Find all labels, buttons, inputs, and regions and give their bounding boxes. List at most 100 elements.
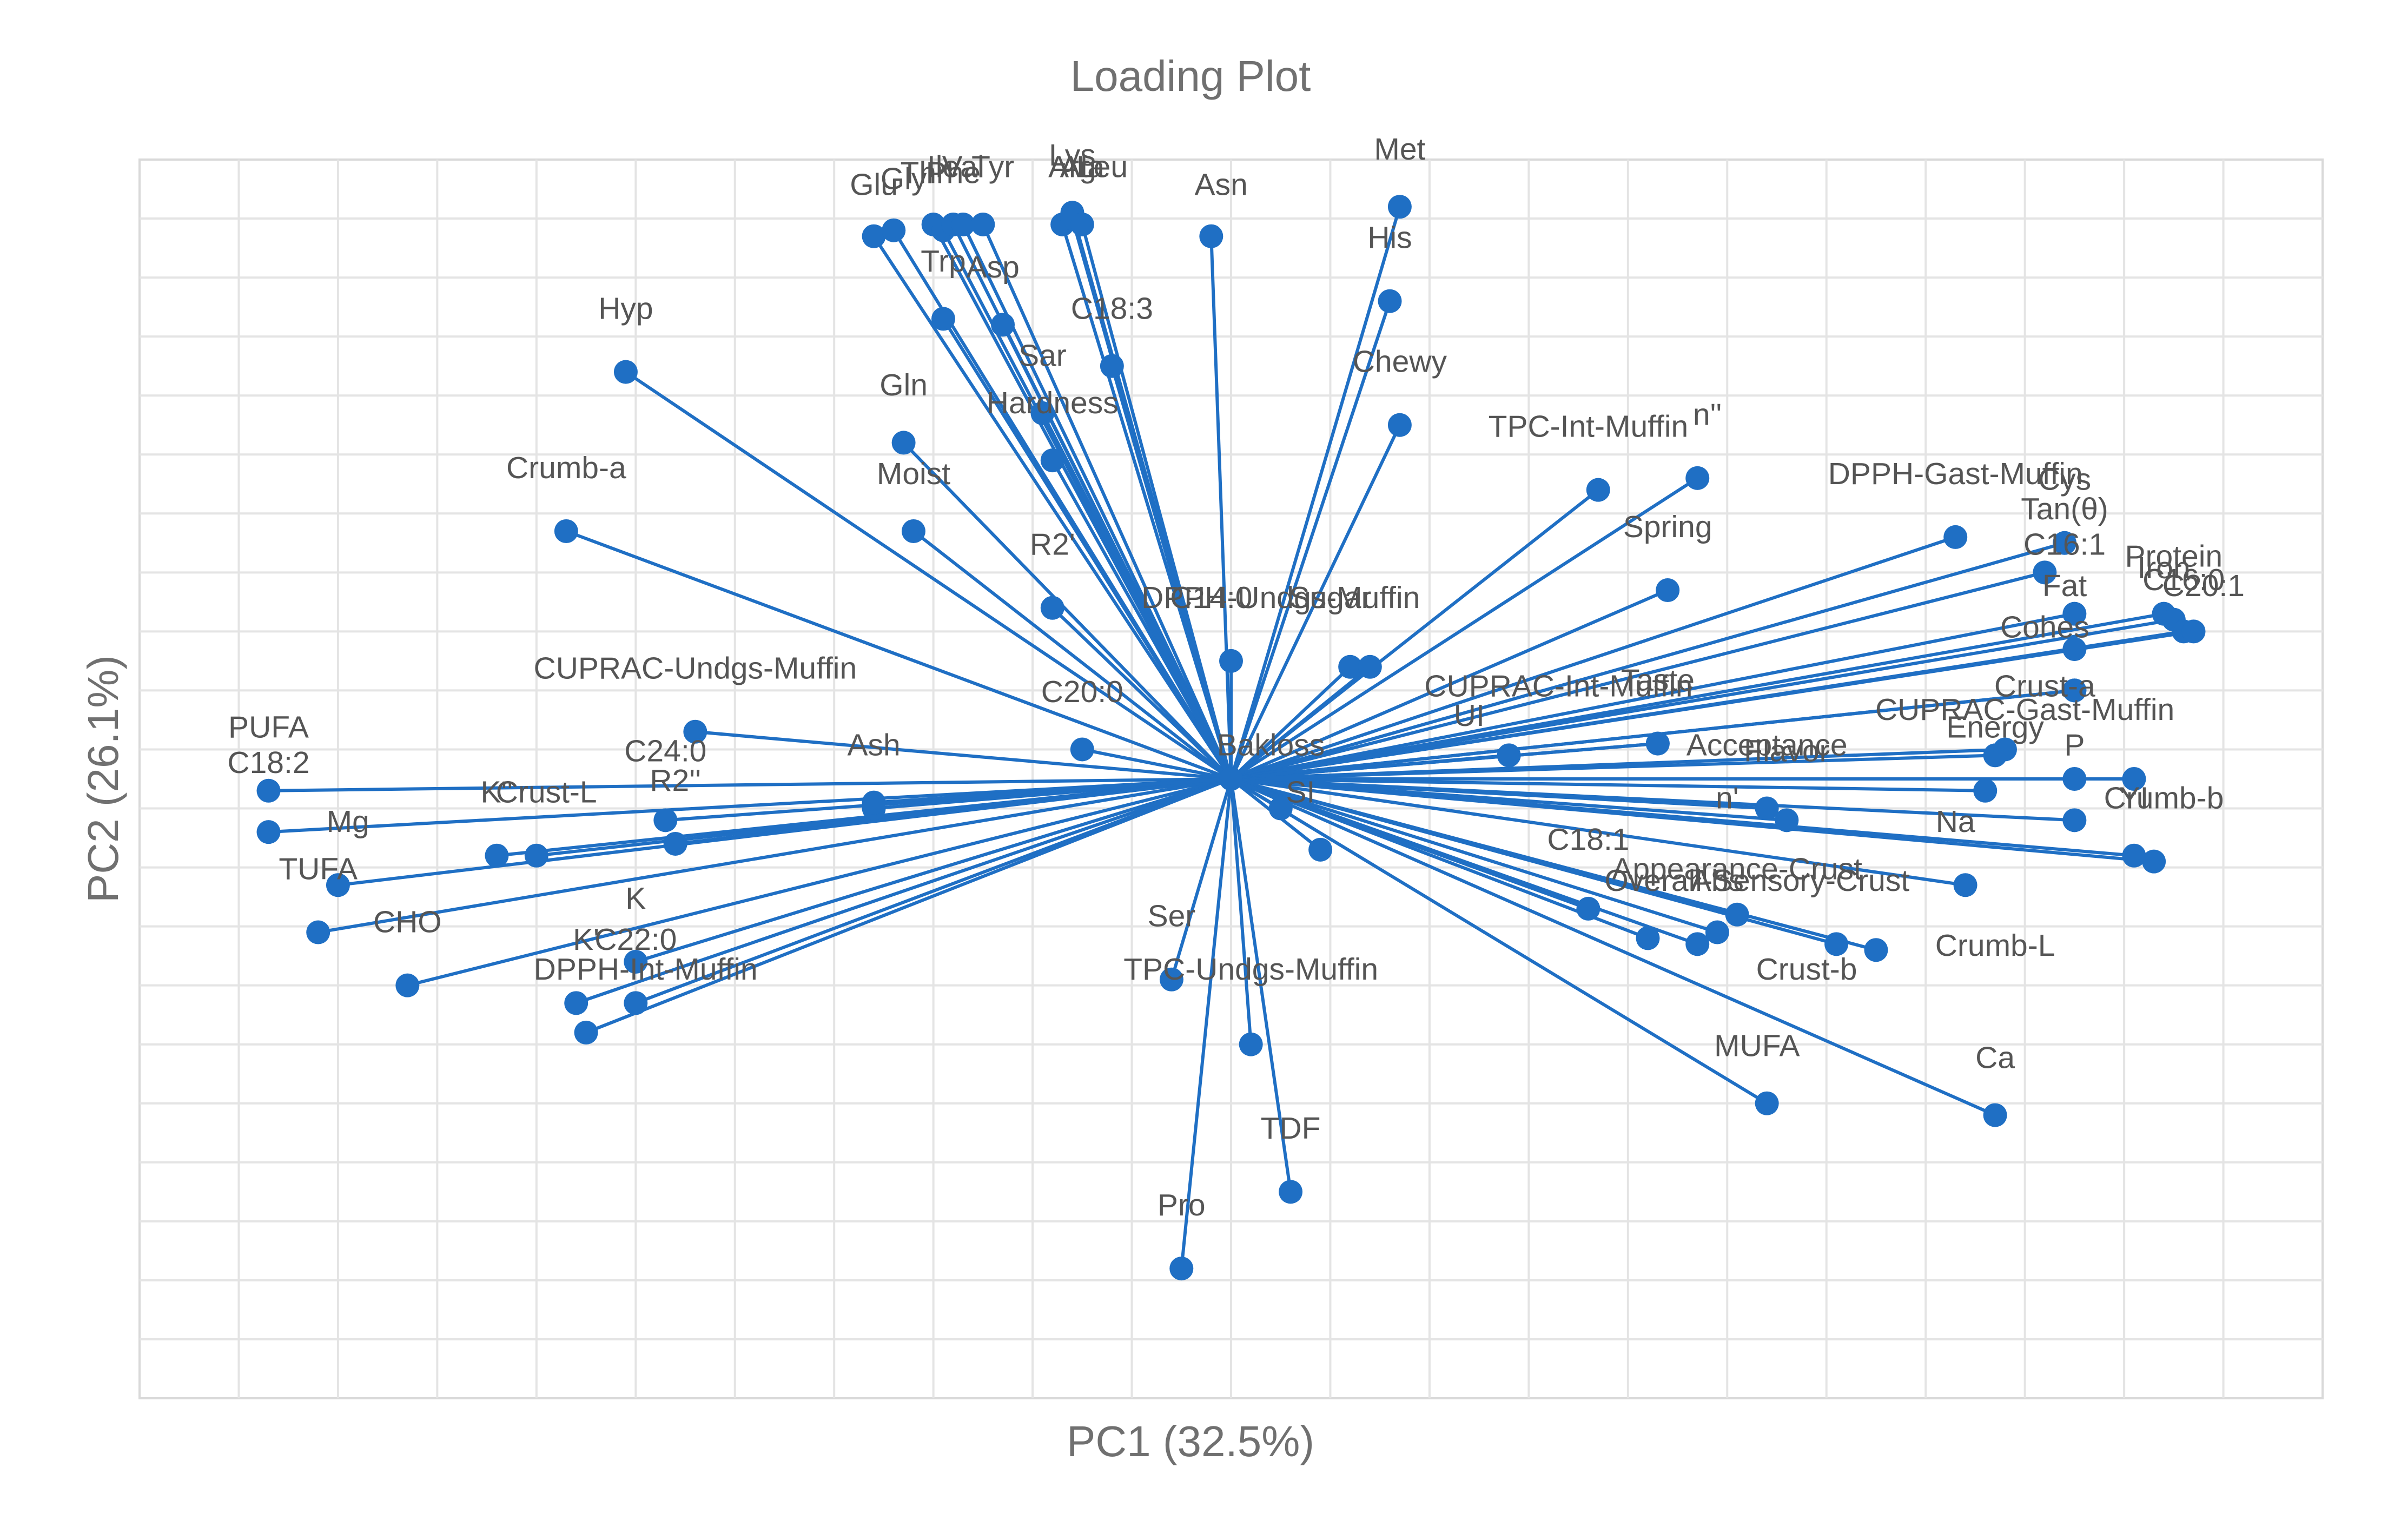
loading-point <box>1338 655 1363 679</box>
loading-point <box>564 991 588 1015</box>
loading-point <box>1586 478 1610 502</box>
loading-point <box>1755 796 1779 821</box>
loading-vector <box>1231 777 1877 952</box>
loading-point <box>1725 902 1749 927</box>
loading-point <box>1387 195 1412 219</box>
loading-point <box>1070 737 1094 762</box>
point-label: Ala <box>1060 150 1105 184</box>
loading-vector <box>407 777 1232 987</box>
point-label: Crumb-L <box>1935 928 2055 963</box>
point-label: Gln <box>879 368 928 402</box>
loading-vector <box>576 777 1232 1005</box>
point-label: His <box>1367 221 1412 255</box>
point-label: C22:0 <box>594 922 677 957</box>
loading-vector <box>1041 412 1233 780</box>
point-label: SI <box>1286 775 1315 810</box>
point-label: Sar <box>1018 339 1067 373</box>
loading-vector <box>1110 365 1233 779</box>
point-label: DPPH-Int-Muffin <box>534 952 758 987</box>
loading-point <box>862 224 886 248</box>
point-label: Tan(θ) <box>2021 492 2108 526</box>
loading-point <box>524 843 548 868</box>
loading-vector <box>318 777 1232 934</box>
loading-point <box>931 307 955 331</box>
loading-point <box>1576 896 1600 921</box>
point-label: TPC-Undgs-Muffin <box>1123 952 1378 987</box>
point-label: Bakloss <box>1217 728 1325 762</box>
loading-vector <box>912 530 1232 781</box>
loading-point <box>1983 1103 2007 1127</box>
loading-point <box>1943 525 1968 549</box>
loading-vector <box>942 318 1233 780</box>
loading-vector <box>635 777 1232 963</box>
loading-vector <box>1230 589 1669 781</box>
point-label: Mg <box>327 804 369 839</box>
loading-point <box>1070 212 1094 236</box>
loading-vector <box>1170 778 1233 980</box>
loading-vector <box>585 777 1232 1034</box>
point-label: Val <box>942 150 984 184</box>
point-label: Flavor <box>1744 733 1829 768</box>
loading-vector <box>1229 778 1253 1045</box>
point-label: Tyr <box>971 150 1014 184</box>
loading-point <box>306 920 330 944</box>
y-axis-title: PC2 (26.1%) <box>79 655 127 903</box>
loading-points <box>256 195 2206 1281</box>
loading-vector <box>1231 647 2075 781</box>
point-label: Acceptance <box>1686 728 1848 762</box>
loading-point <box>613 360 638 384</box>
loading-point <box>1100 354 1124 378</box>
point-label: YI <box>2120 781 2149 816</box>
loading-point <box>2062 767 2087 791</box>
loading-vector <box>872 235 1233 780</box>
loading-point <box>882 218 906 242</box>
loading-vector <box>1230 777 1996 1117</box>
point-label: P <box>2064 728 2085 762</box>
point-label: n' <box>1716 781 1739 816</box>
point-label: Chewy <box>1353 345 1447 379</box>
point-label: Arg <box>1048 150 1096 184</box>
loading-point <box>951 212 975 236</box>
loading-vector <box>268 777 1232 834</box>
loading-point <box>1685 466 1710 490</box>
loading-point <box>971 212 995 236</box>
loading-point <box>1169 1257 1194 1281</box>
point-label: DPPH-Undgs-Muffin <box>1141 580 1420 615</box>
loading-vector <box>1231 618 2174 781</box>
point-label: CUPRAC-Undgs-Muffin <box>534 651 857 686</box>
loading-vector <box>1231 777 1966 887</box>
loading-vector <box>1209 236 1233 779</box>
point-label: DPPH-Gast-Muffin <box>1828 457 2083 491</box>
point-label: n'' <box>1693 398 1722 432</box>
point-label: Fat <box>2042 569 2087 603</box>
point-label: PUFA <box>228 710 309 745</box>
point-label: TPC-Int-Muffin <box>1489 409 1689 444</box>
loading-vector <box>1051 459 1233 780</box>
point-label: C18:2 <box>227 745 309 780</box>
point-label: Crust-a <box>1994 669 2095 703</box>
point-label: K <box>625 881 646 916</box>
loading-vectors <box>268 206 2194 1269</box>
loading-point <box>1239 1032 1263 1056</box>
loading-point <box>1199 224 1223 248</box>
loading-point <box>2122 767 2146 791</box>
point-label: Asn <box>1195 167 1248 202</box>
point-label: TDF <box>1261 1111 1321 1146</box>
loading-vector <box>1231 612 2075 781</box>
loading-point <box>256 778 281 803</box>
loading-vector <box>1231 777 2075 822</box>
loading-vector <box>268 777 1232 792</box>
loading-vector <box>1230 777 1768 1105</box>
point-label: Met <box>1374 132 1425 167</box>
point-label: UI <box>1454 698 1485 733</box>
loading-point <box>1656 578 1680 603</box>
loading-point <box>1824 932 1849 956</box>
point-label: Appearance-Crust <box>1612 851 1862 886</box>
loading-point <box>1358 655 1382 679</box>
point-label: R2'' <box>650 763 701 798</box>
point-label: C16:0 <box>2142 563 2225 597</box>
point-label: Ca <box>1975 1040 2015 1075</box>
loading-point <box>574 1020 598 1045</box>
